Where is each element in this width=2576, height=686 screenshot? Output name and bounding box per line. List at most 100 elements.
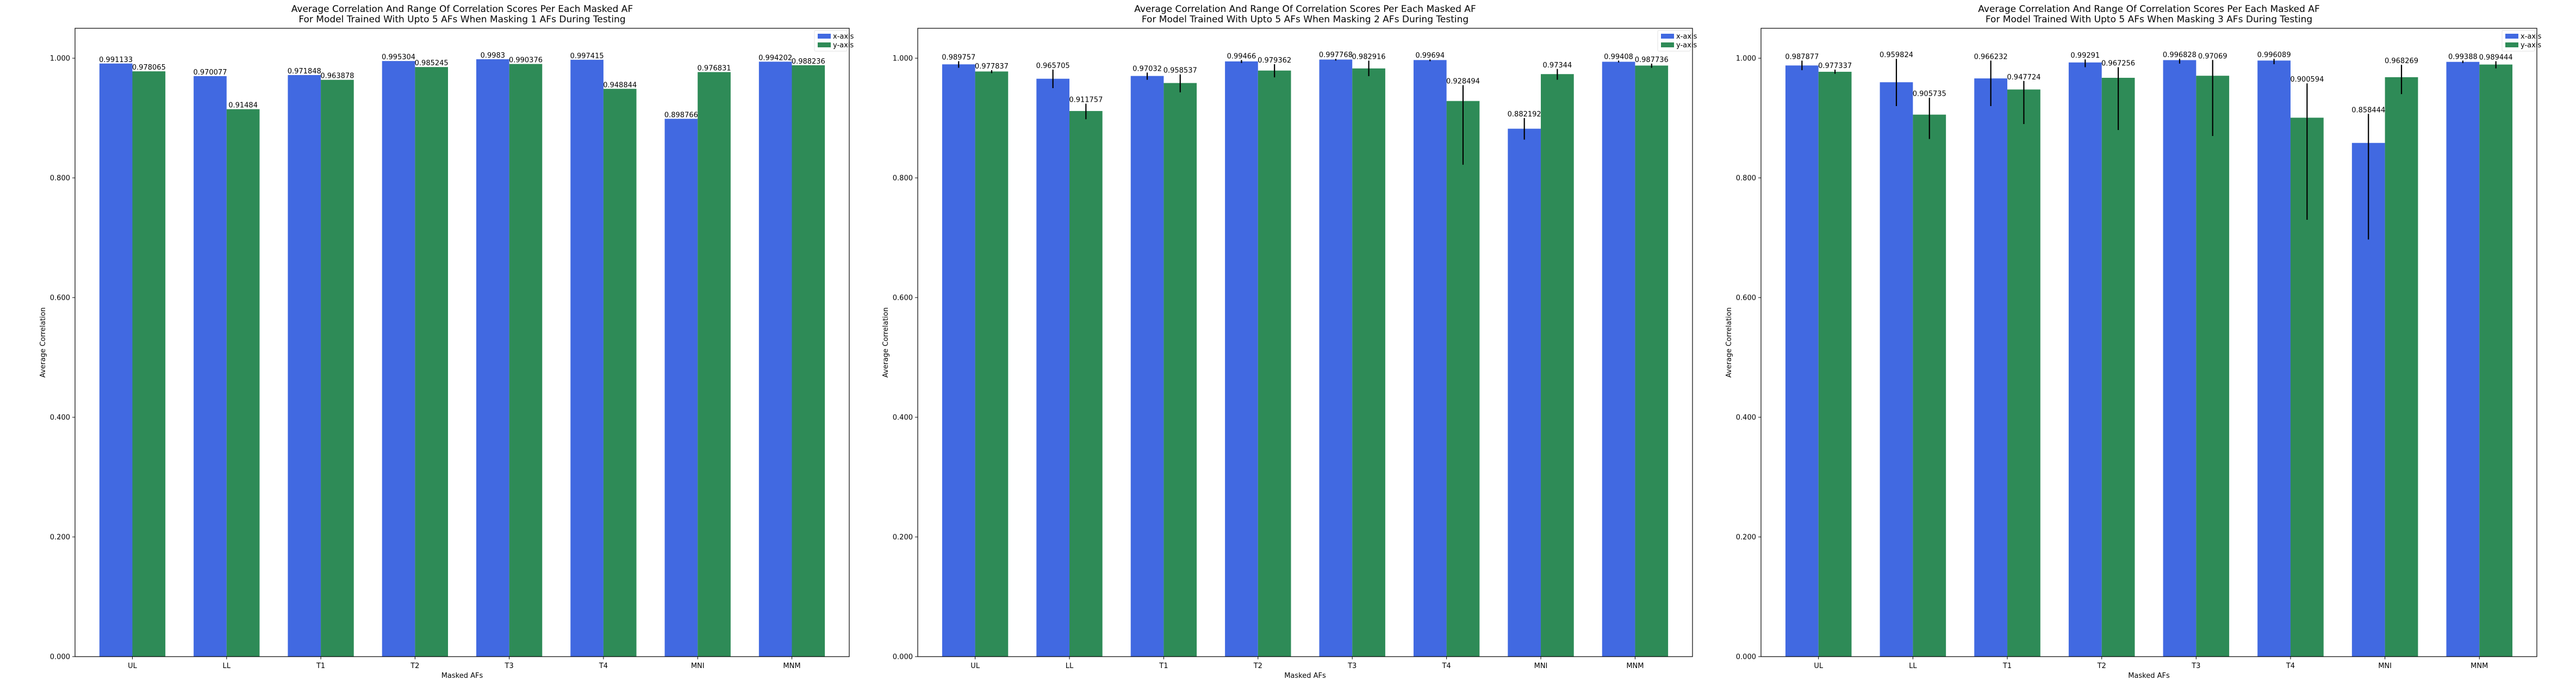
data-label: 0.987877 xyxy=(1785,53,1819,61)
legend-label: x-axis xyxy=(2521,33,2542,41)
legend-swatch-y-axis xyxy=(818,42,831,47)
data-label: 0.968269 xyxy=(2385,57,2418,65)
data-label: 0.928494 xyxy=(1446,78,1480,86)
x-axis-label: Masked AFs xyxy=(2128,672,2170,680)
data-label: 0.995304 xyxy=(382,53,415,61)
bar-y-axis-t2 xyxy=(1258,70,1291,657)
bar-y-axis-t2 xyxy=(2101,78,2135,657)
bar-y-axis-ll xyxy=(1069,111,1103,657)
x-axis-label: Masked AFs xyxy=(1284,672,1326,680)
x-tick-label: T2 xyxy=(410,662,419,670)
bar-x-axis-t3 xyxy=(476,59,509,657)
bar-x-axis-t4 xyxy=(570,59,603,657)
bar-x-axis-ll xyxy=(1036,78,1069,657)
legend-swatch-y-axis xyxy=(1661,42,1674,47)
bar-x-axis-ll xyxy=(194,76,227,657)
x-tick-label: LL xyxy=(1909,662,1917,670)
data-label: 0.963878 xyxy=(320,72,354,81)
x-tick-label: MNI xyxy=(2378,662,2392,670)
y-tick-label: 0.400 xyxy=(893,414,913,422)
legend-label: y-axis xyxy=(2521,41,2541,50)
bar-y-axis-mni xyxy=(698,72,731,657)
y-tick-label: 0.600 xyxy=(50,294,70,302)
bar-x-axis-mnm xyxy=(1602,61,1635,657)
data-label: 0.947724 xyxy=(2007,73,2040,82)
x-tick-label: T1 xyxy=(1159,662,1168,670)
chart-panel-3: 0.987877 0.959824 0.966232 0.99291 0.996828 0… xyxy=(1725,4,2542,680)
legend-swatch-x-axis xyxy=(1661,34,1674,39)
data-label: 0.970077 xyxy=(193,69,227,77)
bar-x-axis-t2 xyxy=(382,61,415,657)
bar-x-axis-ul xyxy=(99,63,133,657)
legend-label: x-axis xyxy=(1676,33,1697,41)
bar-x-axis-t3 xyxy=(1319,59,1353,657)
y-tick-label: 0.400 xyxy=(50,414,70,422)
x-tick-label: UL xyxy=(1814,662,1824,670)
axes-frame xyxy=(1760,28,2537,657)
legend-swatch-x-axis xyxy=(2505,34,2518,39)
bar-x-axis-ul xyxy=(942,64,975,657)
x-tick-label: T2 xyxy=(2097,662,2106,670)
bar-y-axis-t1 xyxy=(321,79,354,657)
data-label: 0.99408 xyxy=(1604,53,1633,61)
y-tick-label: 0.000 xyxy=(893,653,913,662)
bar-y-axis-ul xyxy=(132,71,166,657)
data-label: 0.911757 xyxy=(1069,96,1103,104)
data-label: 0.97344 xyxy=(1542,61,1572,70)
y-tick-label: 1.000 xyxy=(1736,55,1756,63)
x-tick-label: T4 xyxy=(2286,662,2295,670)
data-label: 0.965705 xyxy=(1036,62,1070,70)
y-axis-label: Average Correlation xyxy=(39,307,47,378)
x-tick-label: UL xyxy=(128,662,138,670)
bar-y-axis-t3 xyxy=(509,64,543,657)
y-axis-label: Average Correlation xyxy=(882,307,890,378)
bar-x-axis-t4 xyxy=(2257,60,2291,657)
data-label: 0.988236 xyxy=(792,58,825,66)
x-tick-label: MNM xyxy=(1626,662,1644,670)
x-tick-label: MNM xyxy=(2471,662,2488,670)
data-label: 0.900594 xyxy=(2290,76,2324,84)
data-label: 0.985245 xyxy=(415,59,449,67)
y-tick-label: 0.200 xyxy=(1736,534,1756,542)
x-tick-label: T3 xyxy=(505,662,514,670)
data-label: 0.99388 xyxy=(2448,53,2478,61)
axes-frame xyxy=(917,28,1693,657)
bar-y-axis-ul xyxy=(975,71,1009,657)
legend-label: y-axis xyxy=(833,41,854,50)
y-tick-label: 1.000 xyxy=(50,55,70,63)
data-label: 0.979362 xyxy=(1258,57,1291,65)
bar-x-axis-t1 xyxy=(288,75,321,657)
x-tick-label: MNI xyxy=(1534,662,1548,670)
data-label: 0.967256 xyxy=(2101,60,2135,68)
data-label: 0.898766 xyxy=(664,111,698,119)
bar-x-axis-t2 xyxy=(2068,62,2102,657)
chart-title-line-1: Average Correlation And Range Of Correla… xyxy=(1978,4,2319,15)
y-tick-label: 0.200 xyxy=(893,534,913,542)
x-tick-label: T1 xyxy=(316,662,325,670)
bar-y-axis-t4 xyxy=(603,89,637,657)
chart-title-line-1: Average Correlation And Range Of Correla… xyxy=(1134,4,1476,15)
bar-y-axis-mnm xyxy=(1635,65,1669,657)
data-label: 0.966232 xyxy=(1974,53,2008,61)
bar-y-axis-mnm xyxy=(792,65,825,657)
data-label: 0.99694 xyxy=(1415,52,1445,60)
data-label: 0.958537 xyxy=(1163,67,1197,75)
data-label: 0.858444 xyxy=(2351,106,2385,114)
bar-y-axis-t3 xyxy=(1352,68,1385,657)
bar-y-axis-ul xyxy=(1818,71,1852,657)
bar-x-axis-ll xyxy=(1880,82,1913,657)
data-label: 0.97069 xyxy=(2198,52,2227,60)
bar-x-axis-mni xyxy=(1508,128,1541,657)
data-label: 0.905735 xyxy=(1913,90,1946,98)
chart-title-line-2: For Model Trained With Upto 5 AFs When M… xyxy=(298,14,625,25)
legend-swatch-y-axis xyxy=(2505,42,2518,47)
bar-y-axis-t2 xyxy=(415,67,449,657)
x-tick-label: T2 xyxy=(1253,662,1262,670)
data-label: 0.994202 xyxy=(758,54,792,62)
x-axis-label: Masked AFs xyxy=(441,672,483,680)
y-tick-label: 1.000 xyxy=(893,55,913,63)
